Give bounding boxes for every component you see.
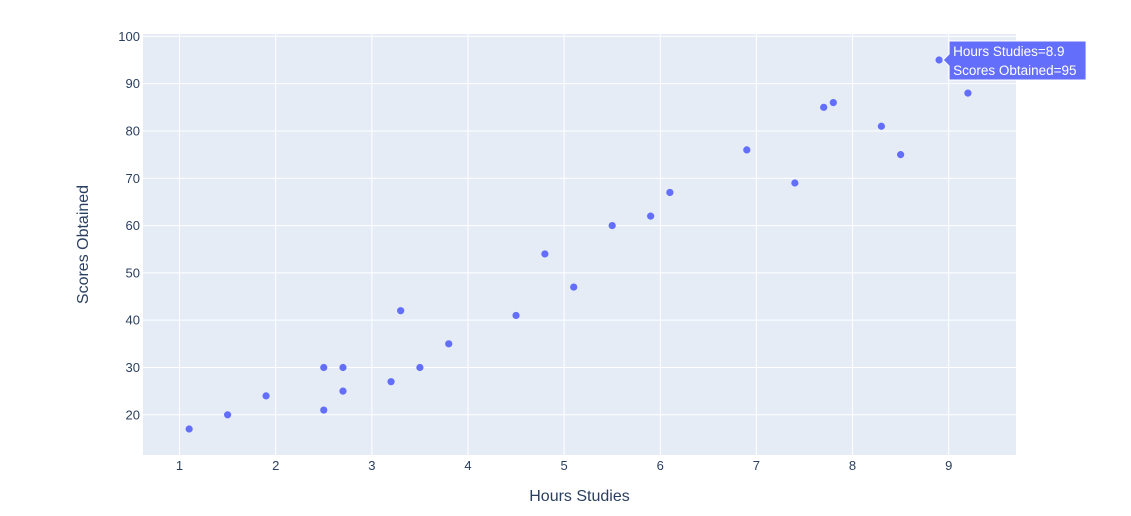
x-tick-label: 1 [176,458,183,473]
x-tick-label: 8 [849,458,856,473]
data-point[interactable] [185,425,193,433]
data-point[interactable] [262,392,270,400]
y-tick-label: 30 [126,360,140,375]
data-point[interactable] [339,387,347,395]
hover-line-y: Scores Obtained=95 [953,63,1076,78]
x-axis-title: Hours Studies [529,488,630,505]
hover-tooltip: Hours Studies=8.9 Scores Obtained=95 [942,40,1087,81]
hover-box [942,40,1087,81]
y-tick-label: 40 [126,313,140,328]
data-point[interactable] [570,283,578,291]
data-point[interactable] [387,378,395,386]
tick-labels: 1 2 3 4 5 6 7 8 9 20 30 40 50 60 70 80 90 100 [118,29,952,473]
data-point[interactable] [964,89,972,97]
data-point[interactable] [820,103,828,111]
data-point[interactable] [791,179,799,187]
x-tick-label: 9 [945,458,952,473]
data-point[interactable] [743,146,751,154]
data-point[interactable] [647,212,655,220]
grid-lines [143,34,1016,455]
data-point[interactable] [608,221,616,230]
x-tick-label: 2 [272,458,279,473]
data-point[interactable] [829,98,837,107]
data-point[interactable] [320,363,328,372]
y-tick-label: 80 [126,123,140,138]
data-point[interactable] [416,363,424,372]
data-point[interactable] [320,406,328,414]
data-point[interactable] [512,311,520,320]
x-tick-label: 5 [560,458,567,473]
data-point[interactable] [666,188,674,197]
y-tick-label: 90 [126,76,140,91]
data-point[interactable] [935,56,943,64]
x-tick-label: 7 [753,458,760,473]
y-tick-label: 100 [118,29,140,44]
data-point[interactable] [397,307,405,315]
hover-line-x: Hours Studies=8.9 [953,44,1064,59]
plot-background [143,34,1016,455]
x-tick-label: 3 [368,458,375,473]
data-point[interactable] [897,151,905,159]
y-tick-label: 20 [126,407,140,422]
data-point[interactable] [541,250,549,258]
x-tick-label: 4 [464,458,471,473]
data-points[interactable] [185,56,972,433]
data-point[interactable] [445,340,453,348]
y-axis-title: Scores Obtained [75,185,92,304]
x-tick-label: 6 [657,458,664,473]
y-tick-label: 70 [126,171,140,186]
y-tick-label: 50 [126,265,140,280]
y-tick-label: 60 [126,218,140,233]
data-point[interactable] [877,122,885,130]
data-point[interactable] [339,363,347,372]
data-point[interactable] [224,411,232,419]
